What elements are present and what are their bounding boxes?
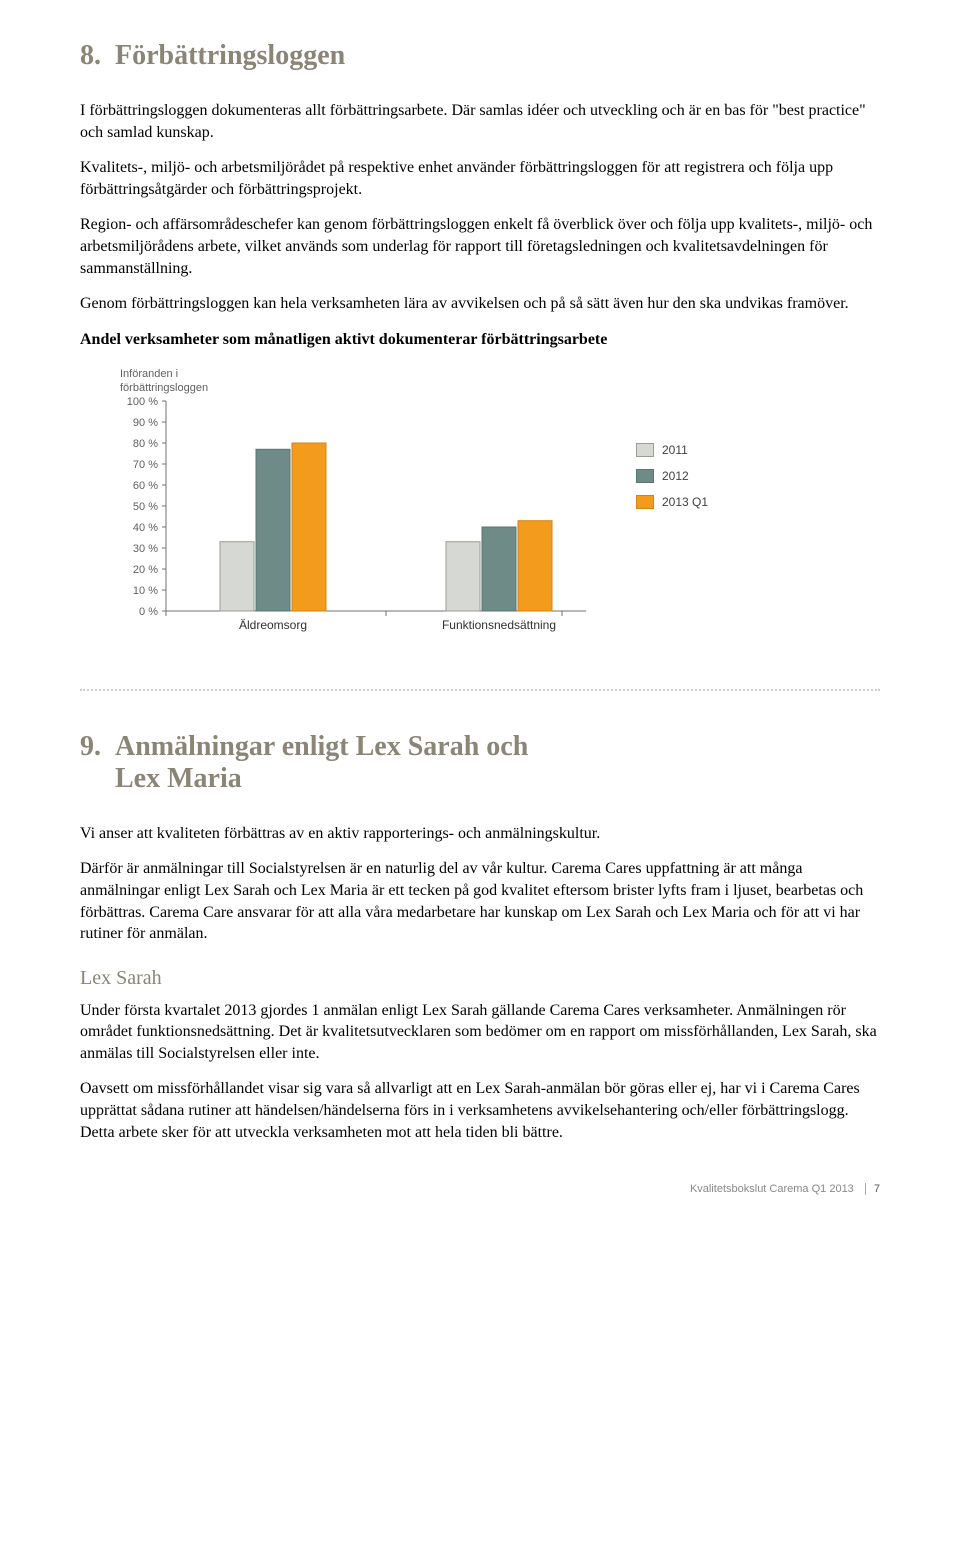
svg-text:0 %: 0 % [139,606,158,618]
svg-text:70 %: 70 % [133,459,158,471]
chart-container: Införanden i förbättringsloggen 0 % 10 % 2… [110,368,880,638]
section-9-p2: Därför är anmälningar till Socialstyrels… [80,858,880,944]
svg-text:80 %: 80 % [133,438,158,450]
legend-item-2011: 2011 [636,443,708,457]
legend-label-2011: 2011 [662,443,688,457]
chart-legend: 2011 2012 2013 Q1 [636,443,708,521]
section-8-p5-bold: Andel verksamheter som månatligen aktivt… [80,329,880,351]
footer-page-number: 7 [865,1183,880,1195]
legend-item-2013q1: 2013 Q1 [636,495,708,509]
svg-text:20 %: 20 % [133,564,158,576]
section-8-p2: Kvalitets-, miljö- och arbetsmiljörådet … [80,157,880,200]
section-9-title-line1: Anmälningar enligt Lex Sarah och [115,731,528,762]
bar-chart: 0 % 10 % 20 % 30 % 40 % 50 % 60 % 70 % 80 % 90 % 1… [110,395,596,639]
legend-swatch-2011 [636,443,654,457]
lex-sarah-p1: Under första kvartalet 2013 gjordes 1 an… [80,1000,880,1065]
section-9-p1: Vi anser att kvaliteten förbättras av en… [80,823,880,845]
chart-y-axis-title-line1: Införanden i [120,368,178,380]
svg-text:60 %: 60 % [133,480,158,492]
svg-text:50 %: 50 % [133,501,158,513]
svg-text:90 %: 90 % [133,417,158,429]
chart-area: 0 % 10 % 20 % 30 % 40 % 50 % 60 % 70 % 80 % 90 % 1… [110,395,880,639]
svg-text:30 %: 30 % [133,543,158,555]
legend-swatch-2012 [636,469,654,483]
section-8-p1: I förbättringsloggen dokumenteras allt f… [80,100,880,143]
footer-text: Kvalitetsbokslut Carema Q1 2013 [690,1183,854,1195]
legend-label-2012: 2012 [662,469,689,483]
svg-text:40 %: 40 % [133,522,158,534]
chart-y-axis-title: Införanden i förbättringsloggen [120,368,880,394]
legend-swatch-2013q1 [636,495,654,509]
legend-label-2013q1: 2013 Q1 [662,495,708,509]
section-8-number: 8. [80,40,101,72]
svg-text:Funktionsnedsättning: Funktionsnedsättning [442,618,556,632]
section-8-p3: Region- och affärsområdeschefer kan geno… [80,214,880,279]
subheading-lex-sarah: Lex Sarah [80,967,880,990]
section-9-number: 9. [80,731,101,763]
section-divider [80,689,880,691]
section-9-title: Anmälningar enligt Lex Sarah och Lex Mar… [115,731,528,795]
svg-text:100 %: 100 % [127,396,158,408]
page: 8. Förbättringsloggen I förbättringslogg… [0,0,960,1225]
chart-y-axis-title-line2: förbättringsloggen [120,382,208,394]
section-8-p4: Genom förbättringsloggen kan hela verksa… [80,293,880,315]
svg-text:10 %: 10 % [133,585,158,597]
section-8-heading: 8. Förbättringsloggen [80,40,880,72]
section-9-heading: 9. Anmälningar enligt Lex Sarah och Lex … [80,731,880,795]
svg-text:Äldreomsorg: Äldreomsorg [239,618,307,632]
section-9-title-line2: Lex Maria [115,763,242,794]
section-8-title: Förbättringsloggen [115,40,345,72]
legend-item-2012: 2012 [636,469,708,483]
lex-sarah-p2: Oavsett om missförhållandet visar sig va… [80,1078,880,1143]
page-footer: Kvalitetsbokslut Carema Q1 2013 7 [80,1183,880,1195]
